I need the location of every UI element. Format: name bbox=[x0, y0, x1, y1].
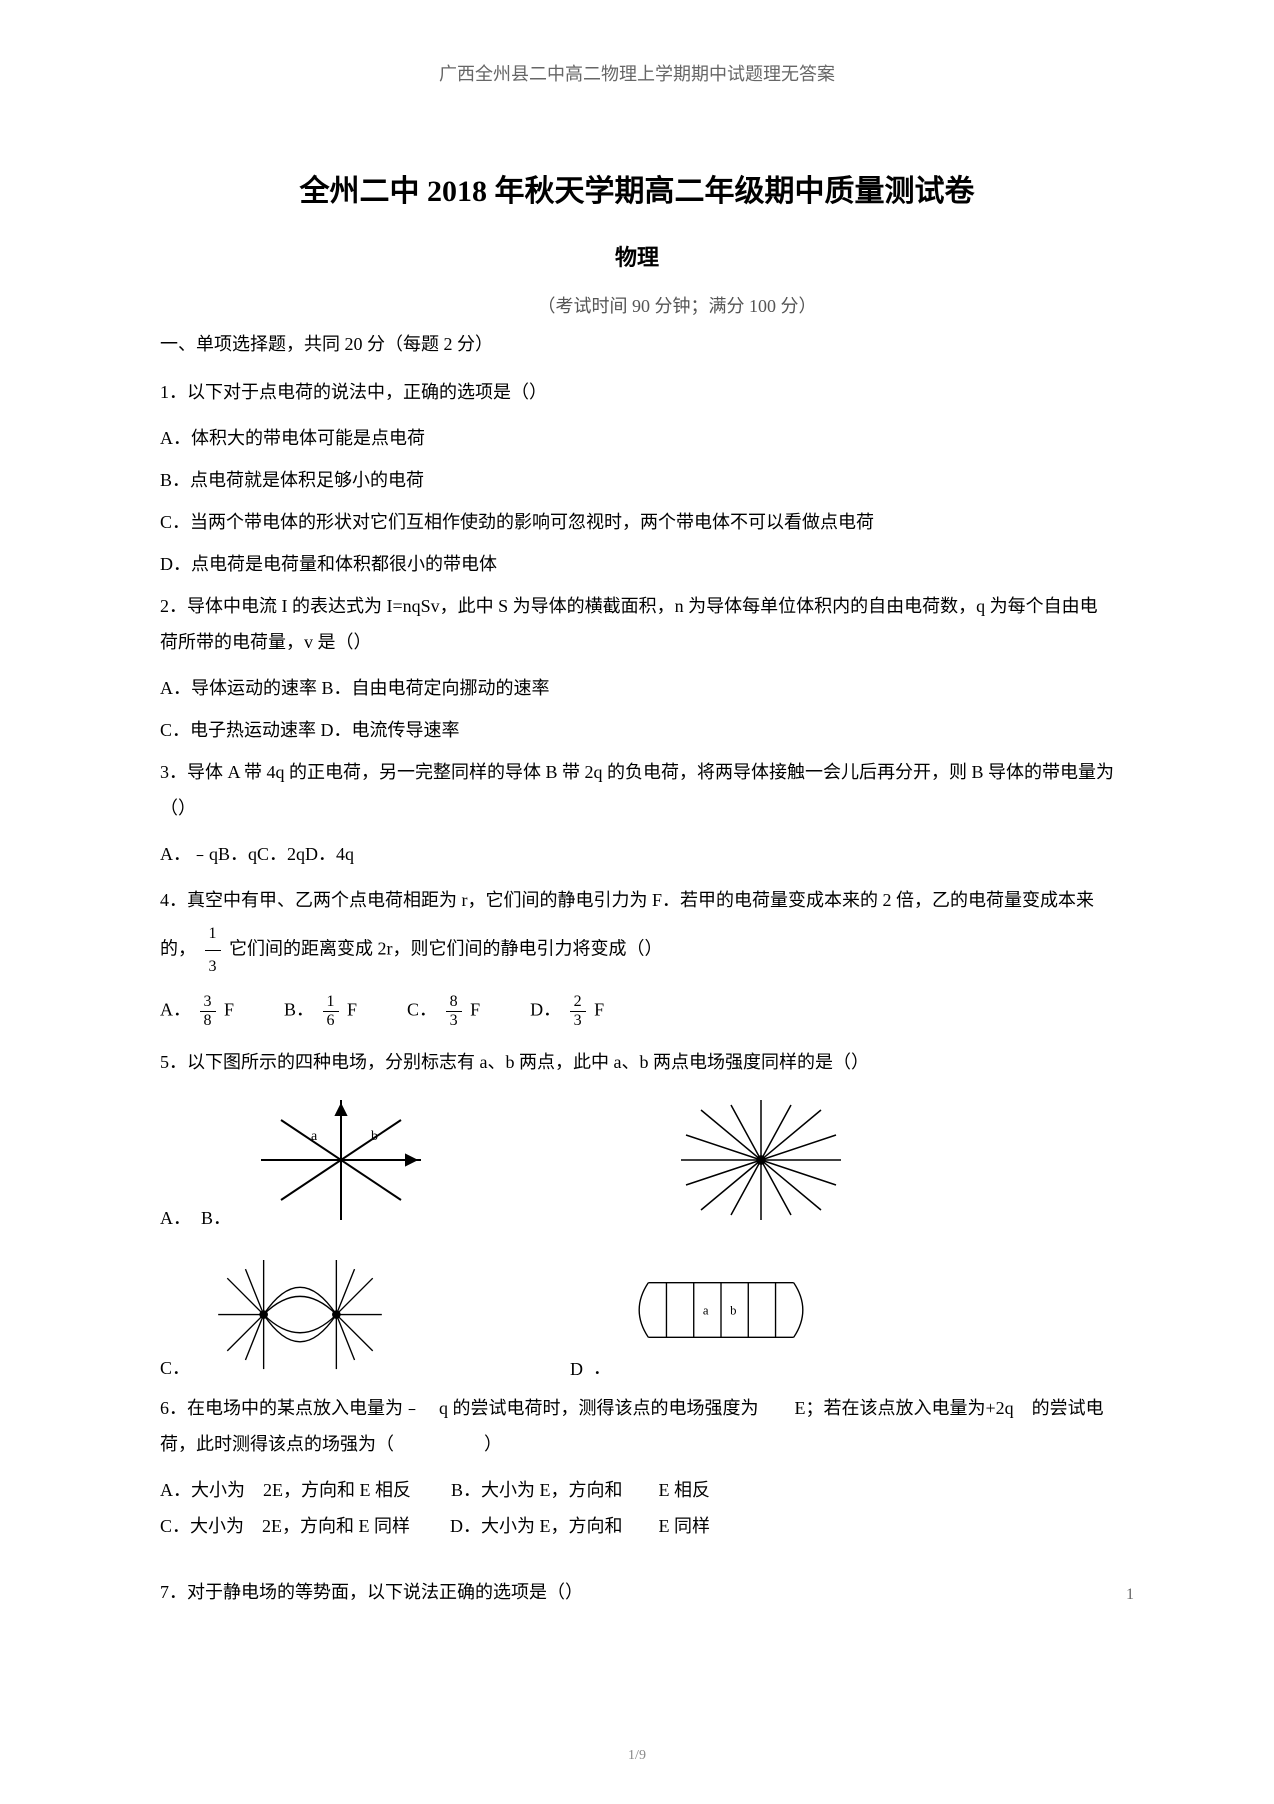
q5-figure-a: a b bbox=[241, 1090, 441, 1230]
q5-figure-b bbox=[661, 1090, 861, 1230]
q2-stem: 2．导体中电流 I 的表达式为 I=nqSv，此中 S 为导体的横截面积，n 为… bbox=[160, 588, 1114, 660]
q5-label-d: D bbox=[570, 1359, 583, 1380]
q4-a-label: A． bbox=[160, 1000, 191, 1020]
field-lines-b-icon bbox=[661, 1090, 861, 1230]
q4-frac-d: 23 bbox=[570, 993, 586, 1030]
q7-stem: 7．对于静电场的等势面，以下说法正确的选项是（） bbox=[160, 1574, 1114, 1610]
q5-figure-c bbox=[200, 1240, 400, 1380]
q1-option-a: A．体积大的带电体可能是点电荷 bbox=[160, 420, 1114, 456]
q4-frac-a: 38 bbox=[200, 993, 216, 1030]
q2-option-cd: C．电子热运动速率 D．电流传导速率 bbox=[160, 712, 1114, 748]
q6-option-d: D．大小为 E，方向和 E 同样 bbox=[450, 1508, 710, 1544]
q6-stem: 6．在电场中的某点放入电量为﹣ q 的尝试电荷时，测得该点的电场强度为 E；若在… bbox=[160, 1390, 1114, 1462]
svg-text:b: b bbox=[730, 1304, 736, 1318]
q1-option-d: D．点电荷是电荷量和体积都很小的带电体 bbox=[160, 546, 1114, 582]
subject-subtitle: 物理 bbox=[160, 240, 1114, 272]
q5-label-d-dot: ． bbox=[593, 1354, 611, 1380]
q4-option-b: B． 16 F bbox=[284, 993, 357, 1030]
q4-option-a: A． 38 F bbox=[160, 993, 234, 1030]
q6-option-a: A．大小为 2E，方向和 E 相反 bbox=[160, 1472, 411, 1508]
q4-d-f: F bbox=[594, 1000, 604, 1020]
q6-option-c: C．大小为 2E，方向和 E 同样 bbox=[160, 1508, 410, 1544]
q4-fraction-stem: 13 bbox=[205, 918, 221, 983]
field-lines-c-icon bbox=[200, 1235, 400, 1385]
q4-options-row: A． 38 F B． 16 F C． 83 F D． 23 F bbox=[160, 993, 1114, 1030]
q4-b-f: F bbox=[347, 1000, 357, 1020]
q3-stem: 3．导体 A 带 4q 的正电荷，另一完整同样的导体 B 带 2q 的负电荷，将… bbox=[160, 754, 1114, 826]
field-lines-a-icon: a b bbox=[241, 1090, 441, 1230]
q6-options: A．大小为 2E，方向和 E 相反 B．大小为 E，方向和 E 相反 C．大小为… bbox=[160, 1472, 1114, 1544]
q5-label-b: B． bbox=[201, 1204, 231, 1230]
svg-text:a: a bbox=[311, 1129, 318, 1144]
side-page-number: 1 bbox=[1126, 1586, 1134, 1604]
q5-stem: 5．以下图所示的四种电场，分别标志有 a、b 两点，此中 a、b 两点电场强度同… bbox=[160, 1044, 1114, 1080]
q6-option-b: B．大小为 E，方向和 E 相反 bbox=[451, 1472, 710, 1508]
q5-label-a: A． bbox=[160, 1204, 191, 1230]
svg-text:b: b bbox=[371, 1129, 378, 1144]
q3-options: A．﹣qB．qC．2qD．4q bbox=[160, 836, 1114, 872]
q5-figure-d: a b bbox=[621, 1240, 821, 1380]
section-1-title: 一、单项选择题，共同 20 分（每题 2 分） bbox=[160, 330, 1114, 356]
q4-option-d: D． 23 F bbox=[530, 993, 604, 1030]
q5-row-cd: C． bbox=[160, 1240, 1114, 1380]
page-container: 广西全州县二中高二物理上学期期中试题理无答案 全州二中 2018 年秋天学期高二… bbox=[0, 0, 1274, 1804]
q4-frac-c: 83 bbox=[446, 993, 462, 1030]
q2-option-ab: A．导体运动的速率 B．自由电荷定向挪动的速率 bbox=[160, 670, 1114, 706]
q4-a-f: F bbox=[224, 1000, 234, 1020]
q4-option-c: C． 83 F bbox=[407, 993, 480, 1030]
q4-stem-p2: 它们间的距离变成 2r，则它们间的静电引力将变成（） bbox=[229, 939, 663, 959]
q1-option-c: C．当两个带电体的形状对它们互相作使劲的影响可忽视时，两个带电体不可以看做点电荷 bbox=[160, 504, 1114, 540]
field-lines-d-icon: a b bbox=[621, 1250, 821, 1370]
q4-b-label: B． bbox=[284, 1000, 314, 1020]
svg-text:a: a bbox=[703, 1304, 709, 1318]
document-header: 广西全州县二中高二物理上学期期中试题理无答案 bbox=[160, 60, 1114, 86]
q4-c-f: F bbox=[470, 1000, 480, 1020]
page-number: 1/9 bbox=[628, 1748, 646, 1764]
q1-stem: 1．以下对于点电荷的说法中，正确的选项是（） bbox=[160, 374, 1114, 410]
q1-option-b: B．点电荷就是体积足够小的电荷 bbox=[160, 462, 1114, 498]
q5-label-c: C． bbox=[160, 1354, 190, 1380]
q5-row-ab: A． B． a b bbox=[160, 1090, 1114, 1230]
q4-stem: 4．真空中有甲、乙两个点电荷相距为 r，它们间的静电引力为 F．若甲的电荷量变成… bbox=[160, 882, 1114, 983]
q4-frac-b: 16 bbox=[323, 993, 339, 1030]
q4-c-label: C． bbox=[407, 1000, 437, 1020]
q4-d-label: D． bbox=[530, 1000, 561, 1020]
exam-info: （考试时间 90 分钟；满分 100 分） bbox=[160, 292, 1114, 318]
main-title: 全州二中 2018 年秋天学期高二年级期中质量测试卷 bbox=[160, 166, 1114, 210]
